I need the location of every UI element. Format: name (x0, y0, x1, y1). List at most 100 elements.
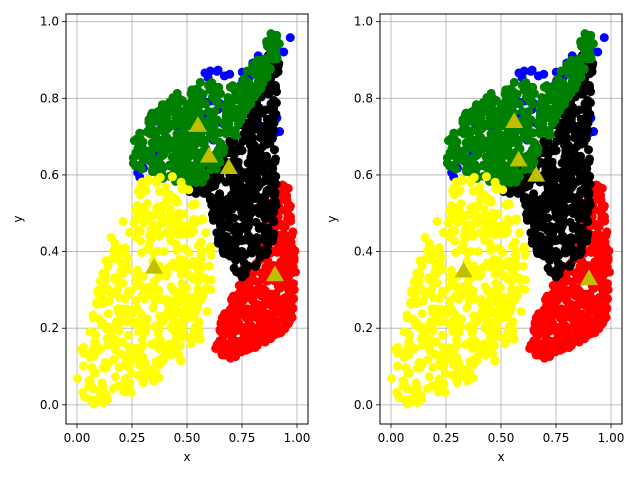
data-point (515, 99, 525, 109)
data-point (466, 340, 476, 350)
data-point (130, 343, 140, 353)
data-point (256, 126, 266, 136)
data-point (271, 197, 281, 207)
y-tick-label: 0.8 (40, 91, 59, 105)
data-point (183, 160, 193, 170)
data-point (450, 236, 460, 246)
data-point (147, 210, 157, 220)
data-point (454, 327, 464, 337)
data-point (183, 313, 193, 323)
data-point (249, 287, 259, 297)
data-point (486, 348, 496, 358)
data-point (114, 362, 124, 372)
data-point (476, 294, 486, 304)
data-point (529, 189, 539, 199)
data-point (169, 196, 179, 206)
data-point (255, 149, 265, 159)
data-point (392, 387, 402, 397)
data-point (516, 275, 526, 285)
data-point (444, 343, 454, 353)
data-point (186, 229, 196, 239)
data-point (498, 185, 508, 195)
data-point (260, 235, 270, 245)
data-point (175, 147, 185, 157)
data-point (501, 146, 511, 156)
data-point (286, 280, 296, 290)
data-point (201, 228, 211, 238)
data-point (585, 154, 595, 164)
data-point (262, 266, 272, 276)
data-point (238, 136, 248, 146)
data-point (139, 218, 149, 228)
data-point (153, 202, 163, 212)
data-point (236, 235, 246, 245)
data-point (492, 169, 502, 179)
data-point (560, 343, 570, 353)
data-point (185, 305, 195, 315)
cluster-4 (442, 29, 598, 190)
data-point (240, 337, 250, 347)
data-point (96, 343, 106, 353)
data-point (214, 137, 224, 147)
data-point (220, 237, 230, 247)
data-point (259, 176, 269, 186)
data-point (128, 318, 138, 328)
data-point (152, 340, 162, 350)
data-point (598, 318, 608, 328)
data-point (499, 305, 509, 315)
data-point (490, 356, 500, 366)
data-point (218, 246, 228, 256)
data-point (141, 155, 151, 165)
data-point (162, 294, 172, 304)
data-point (528, 137, 538, 147)
data-point (266, 186, 276, 196)
data-point (177, 264, 187, 274)
data-point (417, 323, 427, 333)
data-point (230, 85, 240, 95)
data-point (271, 154, 281, 164)
data-point (206, 285, 216, 295)
data-point (206, 250, 216, 260)
x-tick-label: 1.00 (598, 431, 625, 445)
data-point (533, 71, 543, 81)
data-point (188, 176, 198, 186)
data-point (415, 256, 425, 266)
data-point (247, 149, 257, 159)
data-point (453, 366, 463, 376)
data-point (482, 286, 492, 296)
data-point (425, 345, 435, 355)
data-point (234, 181, 244, 191)
data-point (205, 242, 215, 252)
data-point (196, 161, 206, 171)
data-point (220, 322, 230, 332)
data-point (263, 256, 273, 266)
data-point (252, 88, 262, 98)
data-point (125, 378, 135, 388)
data-point (252, 114, 262, 124)
x-axis-label: x (497, 450, 504, 464)
data-point (119, 315, 129, 325)
data-point (138, 271, 148, 281)
data-point (158, 150, 168, 160)
data-point (227, 112, 237, 122)
data-point (527, 196, 537, 206)
data-point (556, 66, 566, 76)
data-point (417, 284, 427, 294)
data-point (472, 163, 482, 173)
data-point (212, 115, 222, 125)
data-point (458, 241, 468, 251)
data-point (158, 186, 168, 196)
data-point (151, 285, 161, 295)
data-point (466, 246, 476, 256)
data-point (574, 235, 584, 245)
data-point (572, 318, 582, 328)
data-point (417, 309, 427, 319)
data-point (202, 307, 212, 317)
data-point (166, 121, 176, 131)
data-point (467, 202, 477, 212)
data-point (262, 139, 272, 149)
data-point (452, 177, 462, 187)
data-point (144, 282, 154, 292)
data-point (497, 160, 507, 170)
data-point (269, 118, 279, 128)
